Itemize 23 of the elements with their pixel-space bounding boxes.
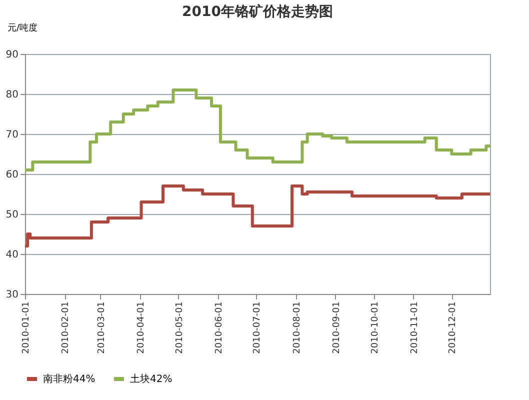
x-tick-label: 2010-04-01 [136, 302, 146, 354]
y-tick-label: 50 [6, 210, 18, 220]
x-tick-label: 2010-12-01 [448, 302, 458, 354]
y-tick-label: 60 [6, 170, 18, 180]
y-axis-title: 元/吨度 [8, 22, 38, 34]
x-tick-label: 2010-08-01 [292, 302, 302, 354]
legend-label: 南非粉44% [43, 373, 96, 385]
x-tick-label: 2010-11-01 [410, 302, 420, 354]
x-tick-label: 2010-02-01 [61, 302, 72, 354]
y-tick-label: 70 [6, 130, 18, 140]
x-tick-label: 2010-07-01 [252, 302, 263, 354]
y-tick-label: 90 [6, 50, 18, 60]
x-tick-label: 2010-09-01 [332, 302, 342, 354]
x-tick-label: 2010-10-01 [370, 302, 380, 354]
x-tick-label: 2010-03-01 [96, 302, 107, 354]
x-tick-label: 2010-06-01 [214, 302, 224, 354]
chart-title: 2010年铬矿价格走势图 [182, 3, 333, 20]
y-tick-label: 40 [6, 250, 18, 260]
y-tick-label: 80 [6, 90, 18, 100]
x-tick-label: 2010-05-01 [174, 302, 185, 354]
legend-label: 土块42% [130, 373, 172, 385]
x-tick-label: 2010-01-01 [22, 302, 32, 354]
y-tick-label: 30 [6, 290, 18, 300]
